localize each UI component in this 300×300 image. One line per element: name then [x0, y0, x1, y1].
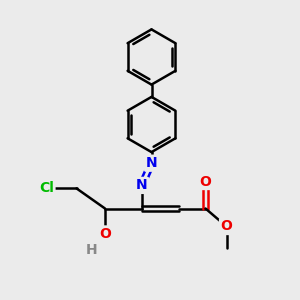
Text: N: N	[146, 156, 157, 170]
Text: N: N	[136, 178, 147, 192]
Text: O: O	[200, 175, 211, 188]
Text: O: O	[220, 220, 232, 233]
Text: Cl: Cl	[39, 182, 54, 195]
Text: O: O	[99, 227, 111, 241]
Text: H: H	[86, 244, 97, 257]
